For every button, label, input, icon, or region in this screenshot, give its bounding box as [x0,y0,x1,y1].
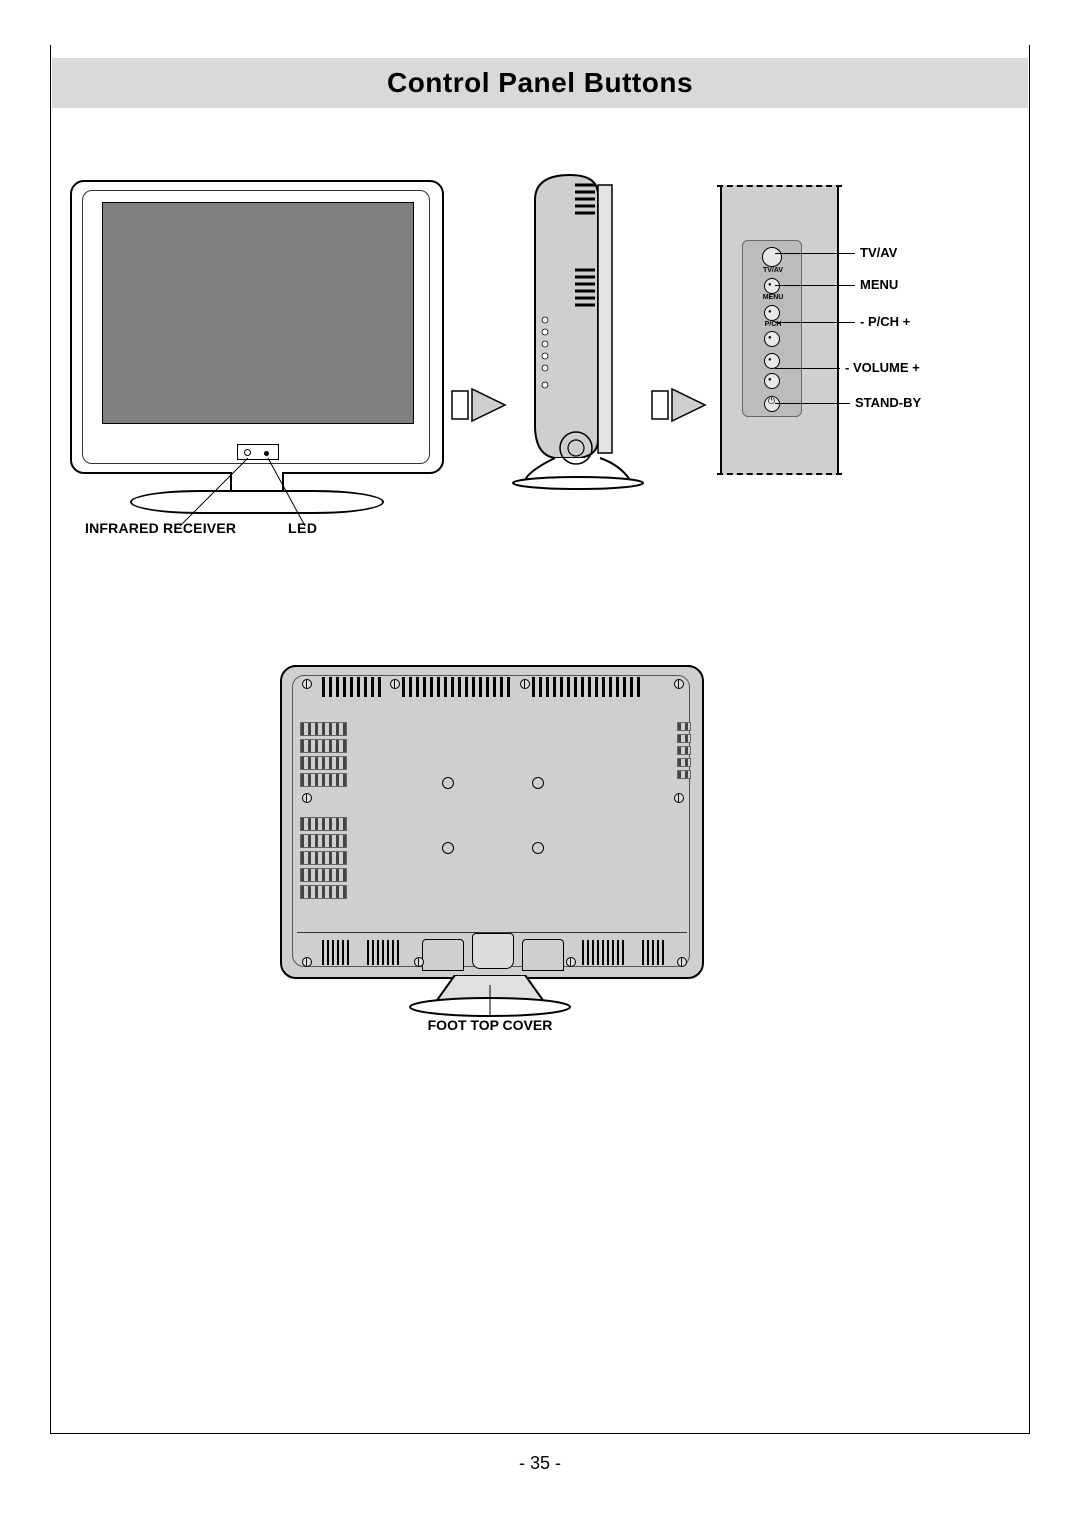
pch-down-button[interactable]: ● [764,331,780,347]
volume-up-button[interactable]: ● [764,353,780,369]
label-menu: MENU [860,277,898,292]
page: Control Panel Buttons INFRARED RECEIVER … [0,0,1080,1529]
menu-button[interactable]: ● [764,278,780,294]
pch-button[interactable]: ● [764,305,780,321]
tv-rear-view: FOOT TOP COVER [280,665,700,1045]
tv-side-view [500,170,655,490]
control-panel-closeup: TV/AV ● MENU ● P/CH ● [720,185,1010,485]
label-pch: - P/CH + [860,314,910,329]
label-standby: STAND-BY [855,395,921,410]
label-volume: - VOLUME + [845,360,920,375]
page-number: - 35 - [0,1453,1080,1474]
panel-background: TV/AV ● MENU ● P/CH ● [720,185,839,475]
tv-screen [102,202,414,424]
standby-button[interactable]: ⏻ [764,396,780,412]
label-tvav: TV/AV [860,245,897,260]
tv-front-stand [130,490,384,514]
volume-down-button[interactable]: ● [764,373,780,389]
title-bar: Control Panel Buttons [52,58,1028,108]
label-infrared-receiver: INFRARED RECEIVER [85,520,236,536]
tvav-button[interactable] [762,247,782,267]
arrow-icon [650,385,710,425]
tv-front-view [70,180,440,520]
page-title: Control Panel Buttons [387,67,693,99]
label-foot-top-cover: FOOT TOP COVER [428,1017,553,1033]
menu-button-label: MENU [757,294,789,301]
rear-body [280,665,704,979]
panel-button-housing: TV/AV ● MENU ● P/CH ● [742,240,802,417]
tvav-button-label: TV/AV [757,267,789,274]
tv-front-body [70,180,444,474]
top-diagram-row: INFRARED RECEIVER LED [70,170,1010,590]
label-led: LED [288,520,318,536]
rear-stand [405,975,575,1020]
